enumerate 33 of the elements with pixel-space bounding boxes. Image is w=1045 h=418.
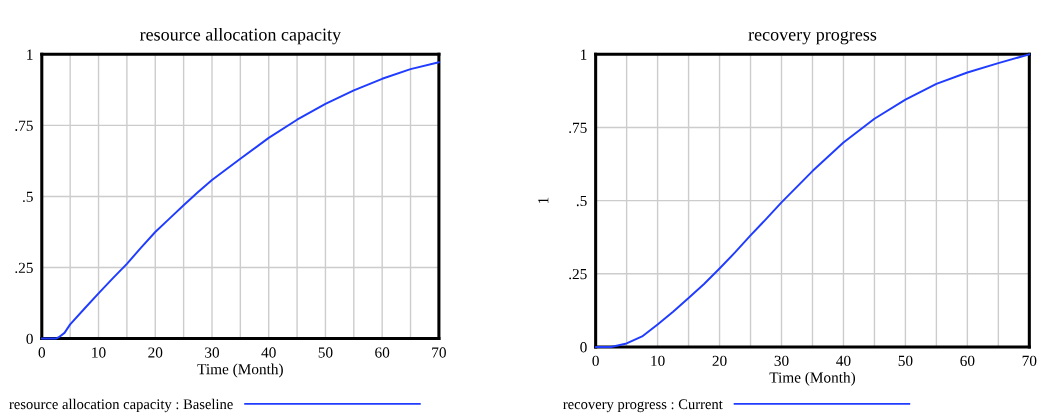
y-tick-label: .75 — [569, 122, 587, 134]
x-axis-title: Time (Month) — [197, 363, 283, 378]
y-axis-title: 1 — [538, 197, 549, 204]
x-tick-label: 10 — [92, 347, 106, 358]
x-tick-label: 30 — [774, 355, 789, 367]
chart-title: resource allocation capacity — [139, 27, 342, 45]
x-tick-label: 60 — [375, 347, 390, 358]
y-tick-label: .5 — [576, 195, 587, 207]
x-tick-label: 50 — [898, 355, 913, 367]
y-tick-label: .25 — [15, 262, 33, 274]
x-tick-label: 30 — [205, 347, 220, 358]
y-tick-label: .25 — [569, 268, 587, 280]
y-tick-label: .75 — [15, 120, 33, 131]
text: resource allocation capacity : Baseline — [9, 398, 233, 413]
x-tick-label: 70 — [432, 347, 446, 358]
x-tick-label: 60 — [960, 355, 975, 367]
x-tick-label: 40 — [261, 347, 276, 358]
line-series — [594, 53, 1031, 348]
y-tick-label: 0 — [26, 333, 33, 345]
text: recovery progress : Current — [563, 399, 723, 413]
x-tick-label: 0 — [592, 355, 599, 367]
x-tick-label: 70 — [1022, 355, 1037, 367]
y-tick-label: 1 — [581, 49, 587, 60]
x-tick-label: 20 — [148, 347, 163, 358]
chart-title: recovery progress — [748, 31, 877, 45]
y-tick-label: 1 — [27, 49, 33, 60]
y-tick-label: .5 — [23, 191, 33, 202]
x-tick-label: 40 — [836, 355, 851, 367]
x-tick-label: 10 — [651, 355, 665, 367]
x-tick-label: 50 — [318, 347, 333, 358]
x-tick-label: 20 — [712, 355, 727, 367]
x-tick-label: 0 — [38, 347, 46, 358]
x-axis-title: Time (Month) — [769, 371, 856, 386]
